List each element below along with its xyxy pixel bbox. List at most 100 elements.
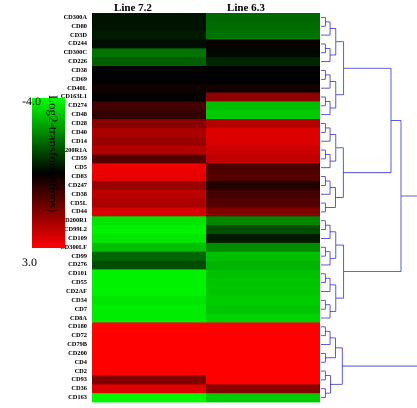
heatmap-cell xyxy=(206,74,320,85)
heatmap-cell xyxy=(206,30,320,40)
heatmap-cell xyxy=(92,39,206,49)
row-label: CD93 xyxy=(71,376,87,384)
heatmap-cell xyxy=(206,340,320,350)
heatmap-cell xyxy=(92,101,206,111)
row-label: CD4 xyxy=(74,358,87,366)
heatmap-cell xyxy=(92,366,206,376)
heatmap-cell xyxy=(92,348,206,359)
row-label: CD28 xyxy=(71,120,87,127)
legend-min-label: 3.0 xyxy=(22,255,37,269)
heatmap-cell xyxy=(92,340,206,350)
heatmap-cell xyxy=(92,172,206,182)
heatmap-cell xyxy=(92,242,206,253)
row-label: CD226 xyxy=(68,58,87,66)
heatmap-cell xyxy=(206,189,320,200)
heatmap-cell xyxy=(206,154,320,164)
heatmap-cell xyxy=(206,366,320,376)
heatmap-cell xyxy=(92,260,206,270)
heatmap-cell xyxy=(92,216,206,226)
heatmap-cell xyxy=(92,375,206,385)
row-label: CD48 xyxy=(71,111,87,119)
heatmap-cell xyxy=(92,74,206,85)
row-label: CD300A xyxy=(63,13,87,21)
row-label: CD99L2 xyxy=(63,226,87,234)
heatmap-cell xyxy=(92,278,206,288)
heatmap-cell xyxy=(206,39,320,49)
heatmap-cell xyxy=(206,83,320,93)
legend-colorbar xyxy=(32,98,65,248)
row-label: CD44 xyxy=(71,208,87,216)
heatmap-cell xyxy=(92,331,206,341)
heatmap-cell xyxy=(92,322,206,332)
heatmap-cell xyxy=(92,269,206,279)
heatmap-cell xyxy=(92,83,206,93)
heatmap-cell xyxy=(92,145,206,155)
heatmap-cell xyxy=(206,234,320,244)
heatmap-cell xyxy=(92,234,206,244)
heatmap-cell xyxy=(206,375,320,385)
row-label: CD300LF xyxy=(60,243,87,251)
heatmap-cell xyxy=(92,92,206,102)
heatmap-cell xyxy=(206,269,320,279)
row-label: CD36 xyxy=(71,385,87,393)
row-label: CD244 xyxy=(68,40,87,48)
heatmap-cell xyxy=(206,216,320,226)
heatmap-cell xyxy=(92,251,206,261)
row-label: CD55 xyxy=(71,279,87,287)
heatmap-cell xyxy=(206,278,320,288)
heatmap-cell xyxy=(92,384,206,394)
heatmap-cell xyxy=(92,48,206,58)
heatmap-cell xyxy=(206,207,320,217)
heatmap-cell xyxy=(206,260,320,270)
heatmap-cell xyxy=(92,57,206,67)
row-label: CD72 xyxy=(71,332,87,340)
row-label: CD69 xyxy=(71,75,87,83)
row-label: CD276 xyxy=(68,261,87,269)
heatmap-cell xyxy=(206,110,320,120)
row-label: CD101 xyxy=(68,270,87,278)
heatmap-cell xyxy=(92,66,206,76)
heatmap-cell xyxy=(206,313,320,323)
heatmap-cell xyxy=(206,251,320,261)
row-label: CD40L xyxy=(67,84,87,92)
row-label: CD247 xyxy=(68,181,87,189)
heatmap-cell xyxy=(206,180,320,191)
heatmap-cell xyxy=(206,172,320,182)
row-label: CD3D xyxy=(69,31,87,39)
row-label: CD300C xyxy=(63,49,87,57)
row-label: CD38 xyxy=(71,190,87,198)
heatmap-cell xyxy=(206,287,320,297)
heatmap-cell xyxy=(92,163,206,173)
row-label: CD274 xyxy=(68,102,87,110)
row-label: CD59 xyxy=(71,155,87,163)
row-label: CD109 xyxy=(68,234,87,242)
heatmap-cell xyxy=(206,57,320,67)
heatmap-cell xyxy=(92,198,206,208)
row-label: CD5 xyxy=(74,164,87,172)
heatmap-cell xyxy=(206,304,320,314)
heatmap-cell xyxy=(92,357,206,368)
row-label: CD99 xyxy=(71,252,87,260)
row-label: CD14 xyxy=(71,137,87,145)
row-label: CD180 xyxy=(68,323,87,331)
row-label: CD200R1A xyxy=(55,146,87,154)
heatmap-cell xyxy=(206,163,320,173)
heatmap-cell xyxy=(92,207,206,217)
row-label: CD40 xyxy=(71,128,87,136)
row-label: CD38 xyxy=(71,66,87,74)
heatmap-cell xyxy=(206,384,320,394)
heatmap-cell xyxy=(92,110,206,120)
heatmap-cell xyxy=(206,101,320,111)
column-title-line-7-2: Line 7.2 xyxy=(114,2,152,14)
heatmap-cell xyxy=(92,21,206,32)
heatmap-cell xyxy=(206,242,320,253)
heatmap-cell xyxy=(206,198,320,208)
heatmap-cell xyxy=(92,189,206,200)
heatmap-cell xyxy=(92,154,206,164)
row-label: CD83 xyxy=(71,173,87,181)
heatmap-cell xyxy=(92,393,206,403)
heatmap-cell xyxy=(92,30,206,40)
heatmap-cell xyxy=(92,304,206,314)
